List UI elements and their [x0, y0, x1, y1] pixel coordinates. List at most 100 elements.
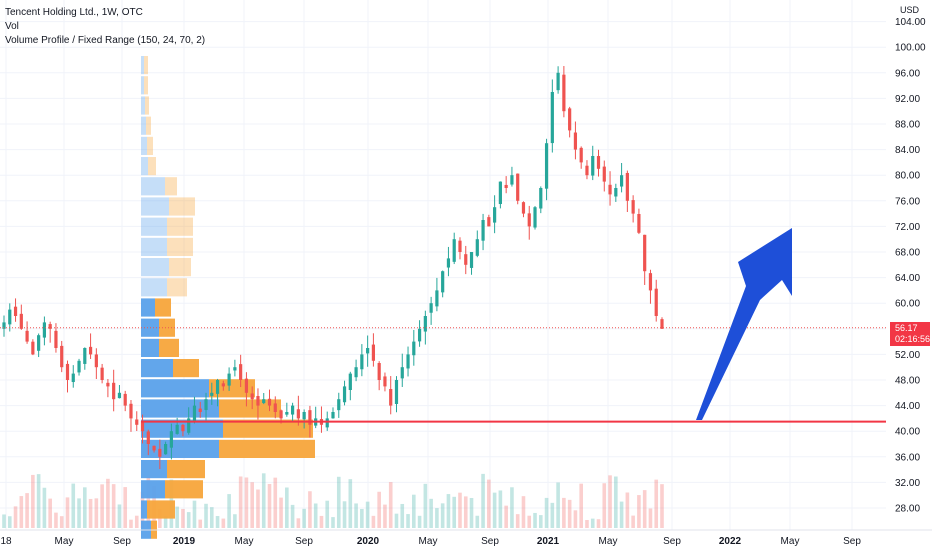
volume-profile-down	[159, 318, 175, 337]
price-tick-label: 84.00	[895, 145, 920, 156]
volume-bar	[296, 518, 301, 528]
price-tick-label: 68.00	[895, 248, 920, 259]
volume-bar	[614, 476, 618, 528]
price-tick-label: 88.00	[895, 120, 920, 131]
candle-body	[331, 412, 335, 419]
volume-profile-up	[141, 500, 147, 519]
volume-profile-down	[169, 258, 191, 277]
volume-bar	[654, 479, 659, 528]
candle-body	[273, 403, 277, 412]
candle-body	[169, 431, 173, 448]
volume-bar	[250, 482, 254, 528]
candle-body	[458, 240, 462, 252]
candle-body	[660, 319, 664, 329]
volume-bar	[365, 501, 370, 528]
volume-bar	[579, 483, 583, 528]
price-tick-label: 100.00	[895, 43, 926, 54]
price-tick-label: 92.00	[895, 94, 920, 105]
candle-body	[585, 165, 589, 176]
candle-body	[262, 399, 266, 404]
candle-body	[135, 419, 139, 425]
volume-bar	[181, 508, 185, 528]
volume-profile-down	[144, 76, 148, 95]
vol-indicator-label[interactable]: Vol	[5, 21, 19, 32]
volume-bar	[256, 489, 260, 528]
volume-profile-label[interactable]: Volume Profile / Fixed Range (150, 24, 7…	[5, 35, 206, 46]
candle-body	[446, 258, 451, 268]
volume-bar	[360, 508, 364, 528]
volume-bar	[521, 496, 526, 528]
volume-bar	[394, 513, 399, 528]
volume-bar	[19, 496, 24, 528]
candle-body	[498, 181, 502, 205]
volume-profile-down	[167, 460, 205, 479]
volume-profile-down	[146, 116, 151, 135]
price-tick-label: 60.00	[895, 299, 920, 310]
time-tick-label: Sep	[295, 536, 313, 547]
up-arrow-drawing[interactable]	[696, 228, 792, 420]
candle-body	[406, 354, 410, 369]
volume-bar	[48, 498, 52, 528]
volume-bar	[117, 504, 122, 528]
volume-profile-down	[219, 399, 281, 418]
volume-bar	[106, 478, 110, 528]
candle-body	[129, 403, 133, 419]
candle-body	[54, 330, 58, 348]
volume-profile-up	[141, 197, 169, 216]
volume-bar	[602, 483, 607, 528]
volume-bar	[336, 476, 341, 528]
volume-bar	[209, 507, 214, 528]
candle-body	[521, 202, 526, 214]
price-axis[interactable]: 28.0032.0036.0040.0044.0048.0052.0056.00…	[886, 0, 932, 530]
candle-body	[250, 393, 254, 400]
candle-body	[654, 288, 658, 316]
time-tick-label: Sep	[663, 536, 681, 547]
candle-body	[429, 303, 433, 313]
candle-body	[31, 341, 35, 355]
volume-bar	[65, 497, 70, 528]
volume-bar	[660, 484, 664, 528]
volume-bar	[538, 515, 543, 528]
volume-bars	[2, 473, 664, 528]
candle-body	[244, 378, 249, 393]
volume-profile-up	[141, 338, 159, 357]
price-tick-label: 104.00	[895, 17, 926, 28]
candle-body	[210, 392, 214, 396]
volume-bar	[186, 512, 191, 528]
time-axis[interactable]: 18 May Sep 2019 May Sep 2020 May Sep 2021 May Sep 20…	[0, 529, 932, 547]
candle-body	[37, 335, 41, 351]
price-tick-label: 44.00	[895, 401, 920, 412]
candle-body	[227, 373, 231, 386]
volume-bar	[354, 503, 358, 528]
candle-body	[423, 316, 427, 332]
candle-body	[625, 172, 629, 201]
volume-bar	[423, 483, 428, 528]
volume-profile-down	[209, 379, 255, 398]
candle-body	[556, 72, 560, 91]
candle-body	[83, 348, 87, 364]
volume-profile-up	[141, 136, 147, 155]
volume-bar	[111, 484, 116, 528]
volume-bar	[492, 492, 497, 528]
candle-body	[233, 367, 237, 371]
volume-profile-up	[141, 76, 144, 95]
chart-legend: Tencent Holding Ltd., 1W, OTC Vol Volume…	[5, 6, 205, 48]
volume-bar	[463, 496, 468, 528]
volume-profile-up	[141, 177, 165, 196]
volume-bar	[475, 515, 480, 528]
volume-profile-up	[141, 298, 155, 317]
candle-body	[215, 380, 220, 394]
candle-body	[19, 313, 23, 329]
candle-body	[631, 200, 635, 214]
volume-bar	[13, 506, 18, 528]
price-tick-label: 48.00	[895, 376, 920, 387]
candle-body	[290, 405, 295, 415]
volume-bar	[273, 477, 278, 528]
candle-body	[510, 175, 514, 185]
price-tick-label: 96.00	[895, 68, 920, 79]
price-tick-label: 32.00	[895, 478, 920, 489]
symbol-title[interactable]: Tencent Holding Ltd., 1W, OTC	[5, 7, 143, 18]
volume-bar	[123, 487, 128, 528]
volume-bar	[238, 476, 243, 528]
